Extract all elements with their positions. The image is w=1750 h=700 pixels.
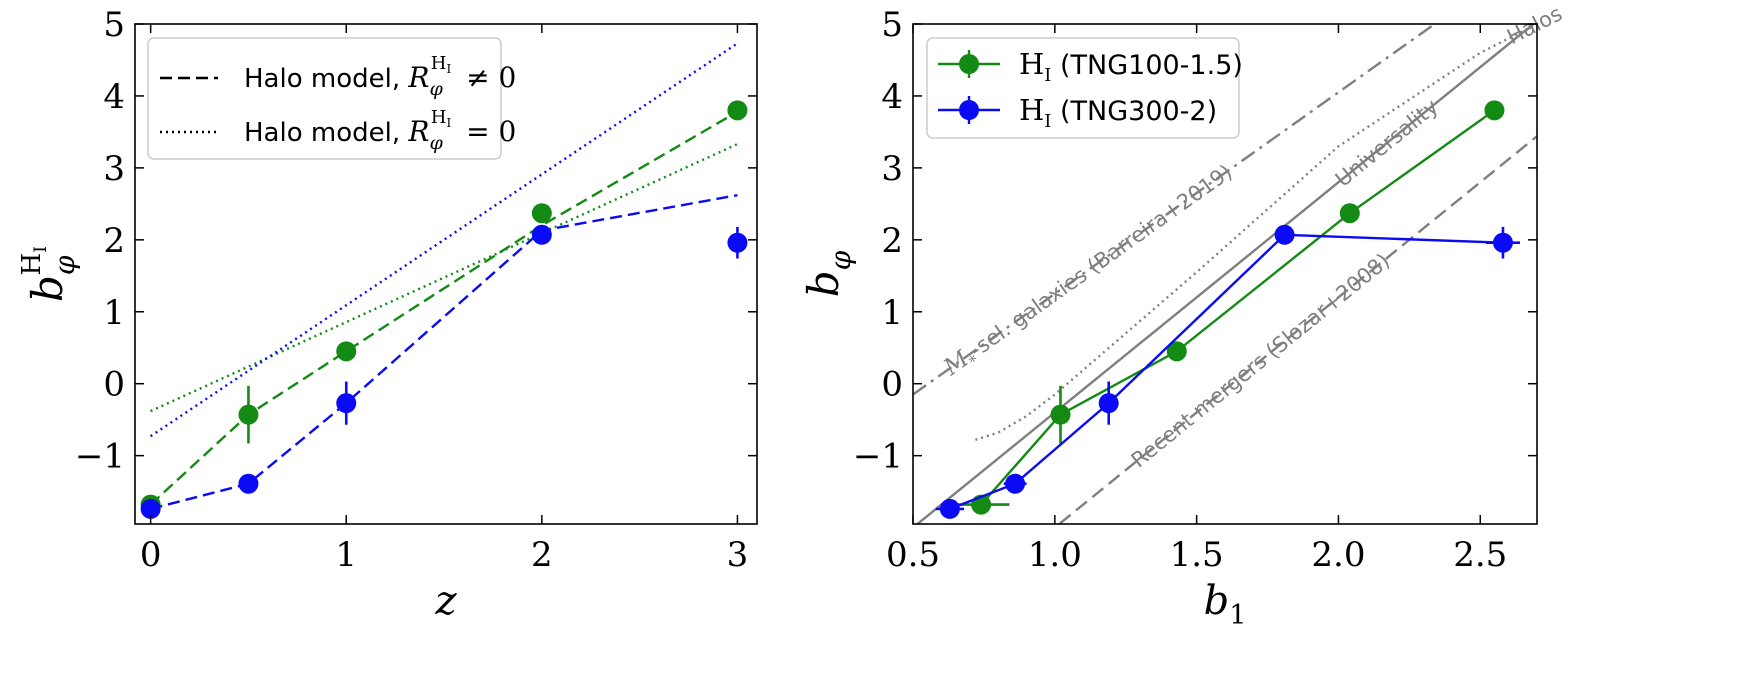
left-frame	[134, 23, 758, 525]
right-ylabel-main: b	[799, 270, 848, 297]
left-blue-point-2	[336, 393, 357, 414]
right-ytick-label-5: 4	[881, 77, 903, 117]
right-green-point-2	[1166, 341, 1187, 362]
right-legend-box	[926, 37, 1240, 139]
right-xtick-label-3: 2.0	[1311, 535, 1365, 575]
left-ytick-label-5: 4	[103, 77, 125, 117]
right-ytick-label-4: 3	[881, 149, 903, 189]
right-legend-text-0: (TNG100-1.5)	[1051, 50, 1242, 81]
right-frame	[912, 23, 1538, 525]
left-legend-label-1: Halo model, RφHI = 0	[244, 107, 516, 154]
left-ytick-label-2: 1	[103, 293, 125, 333]
right-blue-point-2	[1098, 393, 1119, 414]
right-ytick-label-0: −1	[853, 437, 903, 477]
left-ytick-label-6: 5	[103, 5, 125, 45]
left-blue-dashed-line	[150, 194, 738, 511]
left-ylabel-sub: φ	[48, 255, 81, 275]
right-xtick-label-0: 0.5	[886, 535, 940, 575]
left-blue-dotted-line	[149, 42, 739, 438]
right-xtick-label-4: 2.5	[1453, 535, 1507, 575]
left-legend-math-sup-1: H	[431, 107, 447, 128]
left-legend-math-main-0: R	[407, 61, 429, 94]
left-legend-math-sub-1: φ	[429, 132, 443, 154]
right-blue-point-3	[1274, 224, 1295, 245]
right-legend-label-1: HI (TNG300-2)	[1019, 93, 1217, 132]
left-blue-point-0	[140, 498, 161, 519]
left-legend-text-0: Halo model,	[244, 64, 408, 94]
right-legend-math-sub-1: I	[1044, 111, 1051, 132]
right-green-point-1	[1050, 404, 1071, 425]
left-ylabel-sup-sub: I	[31, 246, 51, 253]
right-xlabel-sub: 1	[1229, 600, 1246, 631]
left-ylabel-main: b	[23, 275, 72, 302]
left-green-point-3	[531, 203, 552, 224]
left-green-dashed-line	[149, 110, 739, 506]
left-xlabel: z	[434, 578, 457, 624]
right-blue-point-1	[1005, 473, 1026, 494]
right-ref-line-dotted	[975, 24, 1537, 441]
left-legend-label-0: Halo model, RφHI ≠ 0	[244, 53, 516, 100]
left-xtick-label-1: 1	[335, 535, 357, 575]
right-legend: HI (TNG100-1.5)HI (TNG300-2)	[926, 37, 1243, 139]
right-ytick-label-6: 5	[881, 5, 903, 45]
left-xtick-label-2: 2	[531, 535, 553, 575]
left-blue-point-1	[238, 473, 259, 494]
right-ylabel: bφ	[799, 250, 857, 297]
left-legend-text-1: Halo model,	[244, 118, 408, 148]
right-ref-label-group-2: M*-sel. galaxies (Barreira+2019)	[933, 154, 1245, 390]
left-xtick-label-3: 3	[727, 535, 749, 575]
right-ref-line-solid	[915, 24, 1536, 524]
right-ref-label-2: M*-sel. galaxies (Barreira+2019)	[939, 159, 1240, 385]
left-blue-point-3	[531, 224, 552, 245]
right-ref-line-dashed	[1057, 135, 1537, 524]
right-ref-line-dashdot	[913, 24, 1437, 396]
left-legend-math-sub-0: φ	[429, 78, 443, 100]
right-blue-point-4	[1492, 232, 1513, 253]
left-green-point-1	[238, 404, 259, 425]
right-xtick-label-1: 1.0	[1028, 535, 1082, 575]
left-green-point-2	[336, 341, 357, 362]
left-legend-math-sup-0: H	[431, 53, 447, 74]
left-legend-math-sup-sub-1: I	[446, 116, 451, 130]
right-legend-text-1: (TNG300-2)	[1051, 96, 1217, 127]
right-green-point-3	[1339, 203, 1360, 224]
left-legend-math-main-1: R	[407, 115, 429, 148]
left-green-dotted-line	[150, 143, 738, 413]
left-green-point-4	[727, 100, 748, 121]
left-legend-math-rel-1: = 0	[457, 115, 516, 148]
left-legend-math-sup-sub-0: I	[446, 62, 451, 76]
right-legend-green-swatch-marker	[959, 54, 979, 74]
left-ytick-label-1: 0	[103, 365, 125, 405]
left-xtick-label-0: 0	[140, 535, 162, 575]
left-ytick-label-4: 3	[103, 149, 125, 189]
right-legend-math-sub-0: I	[1044, 65, 1051, 86]
left-blue-point-4	[727, 232, 748, 253]
right-legend-blue-swatch-marker	[959, 100, 979, 120]
right-ytick-label-3: 2	[881, 221, 903, 261]
right-xlabel: b1	[1204, 578, 1247, 631]
right-legend-math-main-1: H	[1019, 93, 1044, 127]
left-legend-math-rel-0: ≠ 0	[457, 61, 516, 94]
right-legend-label-0: HI (TNG100-1.5)	[1019, 47, 1243, 86]
right-ytick-label-1: 0	[881, 365, 903, 405]
right-green-point-4	[1484, 100, 1505, 121]
left-ytick-label-0: −1	[75, 437, 125, 477]
right-ylabel-sub: φ	[824, 250, 857, 270]
left-ylabel-sup: H	[17, 253, 47, 276]
left-legend-box	[147, 37, 502, 160]
right-xtick-label-2: 1.5	[1170, 535, 1224, 575]
right-blue-point-0	[939, 498, 960, 519]
right-legend-math-main-0: H	[1019, 47, 1044, 81]
left-ytick-label-3: 2	[103, 221, 125, 261]
left-ylabel: bφHI	[17, 246, 81, 302]
right-xlabel-main: b	[1204, 578, 1230, 624]
right-ytick-label-2: 1	[881, 293, 903, 333]
